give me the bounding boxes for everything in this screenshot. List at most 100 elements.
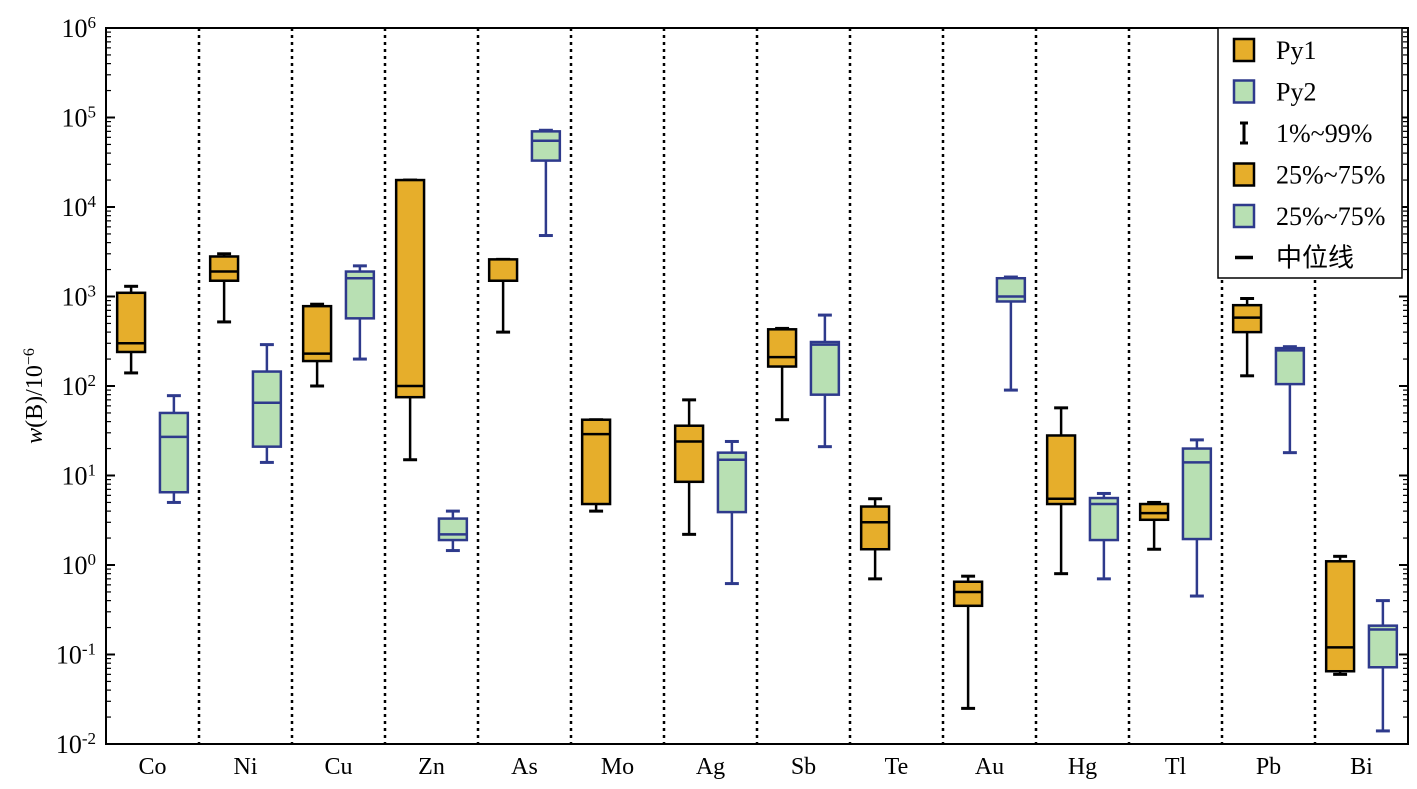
legend: Py1 Py2 1%~99% 25%~75% 25%~75% 中位线	[1217, 27, 1403, 279]
x-category-label: Sb	[791, 754, 816, 780]
iqr-box	[952, 580, 984, 608]
box-py1-zn	[394, 178, 426, 462]
y-tick-base: 10	[62, 462, 88, 491]
iqr-box	[394, 178, 426, 399]
box-py2-bi	[1367, 599, 1399, 733]
y-tick-exp: -1	[82, 639, 96, 658]
box-py1-sb	[766, 326, 798, 422]
iqr-box	[809, 340, 841, 396]
box-py1-hg	[1045, 406, 1077, 576]
iqr-box	[208, 255, 240, 282]
legend-swatch-py2	[1232, 203, 1256, 229]
legend-swatch-py1	[1232, 37, 1256, 63]
x-category-label: Ag	[696, 754, 725, 780]
y-tick-base: 10	[62, 14, 88, 43]
box-py2-zn	[437, 509, 469, 553]
legend-label: 1%~99%	[1276, 119, 1372, 148]
legend-label: Py2	[1276, 78, 1316, 107]
box-py2-sb	[809, 313, 841, 449]
y-tick-base: 10	[62, 551, 88, 580]
y-tick-label: 102	[62, 371, 97, 402]
box-py2-hg	[1088, 491, 1120, 581]
y-tick-exp: 6	[88, 13, 97, 32]
legend-label: 25%~75%	[1276, 161, 1385, 190]
y-tick-label: 105	[62, 102, 97, 133]
legend-label: 中位线	[1276, 244, 1354, 274]
y-tick-exp: 1	[88, 460, 97, 479]
box-py2-co	[158, 394, 190, 504]
iqr-box	[437, 517, 469, 542]
box-py1-mo	[580, 418, 612, 513]
legend-swatch-py1	[1232, 162, 1256, 187]
x-category-label: Te	[885, 754, 909, 780]
y-tick-base: 10	[62, 104, 88, 133]
y-tick-label: 10-1	[56, 639, 96, 670]
box-py1-pb	[1231, 296, 1263, 378]
box-py1-ag	[673, 398, 705, 536]
legend-frame	[1217, 27, 1403, 279]
iqr-box	[1324, 560, 1356, 673]
iqr-box	[1045, 434, 1077, 506]
iqr-box	[1367, 624, 1399, 669]
series-py1	[115, 178, 1356, 710]
series-py2	[158, 128, 1399, 733]
x-category-label: Bi	[1350, 754, 1373, 780]
iqr-box	[158, 411, 190, 494]
iqr-box	[673, 424, 705, 484]
x-axis: Co Ni Cu Zn As Mo Ag Sb Te Au Hg Tl Pb Bi	[138, 754, 1373, 780]
x-category-label: Au	[975, 754, 1004, 780]
y-tick-exp: 4	[88, 192, 97, 211]
category-separators	[197, 28, 1317, 744]
iqr-box	[1274, 346, 1306, 386]
iqr-box	[301, 304, 333, 363]
x-category-label: Mo	[601, 754, 634, 780]
box-py1-co	[115, 284, 147, 375]
x-category-label: Tl	[1165, 754, 1187, 780]
box-py2-ni	[251, 343, 283, 464]
legend-label: 25%~75%	[1276, 202, 1385, 231]
y-axis-label-var: w	[22, 428, 48, 444]
x-category-label: Co	[138, 754, 166, 780]
y-tick-label: 101	[62, 460, 97, 491]
y-axis-label-exp: −6	[21, 348, 38, 365]
box-py2-au	[995, 275, 1027, 392]
iqr-box	[530, 130, 562, 162]
legend-swatch-py2	[1232, 79, 1256, 104]
y-tick-exp: 5	[88, 102, 97, 121]
box-py1-as	[487, 257, 519, 334]
y-axis-label-unit: (B)/10	[22, 365, 48, 428]
y-tick-base: 10	[62, 372, 88, 401]
box-py2-ag	[716, 439, 748, 586]
x-category-label: Hg	[1068, 754, 1097, 780]
box-py1-te	[859, 497, 891, 581]
iqr-box	[716, 451, 748, 514]
y-tick-base: 10	[56, 730, 82, 759]
iqr-box	[859, 505, 891, 551]
y-tick-exp: -2	[82, 729, 96, 748]
box-py2-pb	[1274, 345, 1306, 455]
y-tick-label: 104	[62, 192, 97, 223]
y-tick-label: 106	[62, 13, 97, 44]
box-py1-ni	[208, 252, 240, 324]
y-tick-exp: 2	[88, 371, 97, 390]
x-category-label: As	[511, 754, 538, 780]
x-category-label: Cu	[324, 754, 352, 780]
y-axis-label: w(B)/10−6	[21, 348, 49, 444]
iqr-box	[251, 370, 283, 448]
y-tick-label: 10-2	[56, 729, 96, 760]
box-py1-au	[952, 574, 984, 710]
y-tick-label: 100	[62, 550, 97, 581]
box-py1-cu	[301, 302, 333, 388]
x-category-label: Ni	[234, 754, 258, 780]
iqr-box	[487, 258, 519, 282]
y-tick-label: 103	[62, 281, 97, 312]
y-tick-base: 10	[62, 283, 88, 312]
box-py2-tl	[1181, 438, 1213, 598]
iqr-box	[995, 276, 1027, 303]
legend-label: Py1	[1276, 36, 1316, 65]
y-tick-exp: 3	[88, 281, 97, 300]
x-category-label: Pb	[1256, 754, 1281, 780]
y-tick-base: 10	[56, 641, 82, 670]
